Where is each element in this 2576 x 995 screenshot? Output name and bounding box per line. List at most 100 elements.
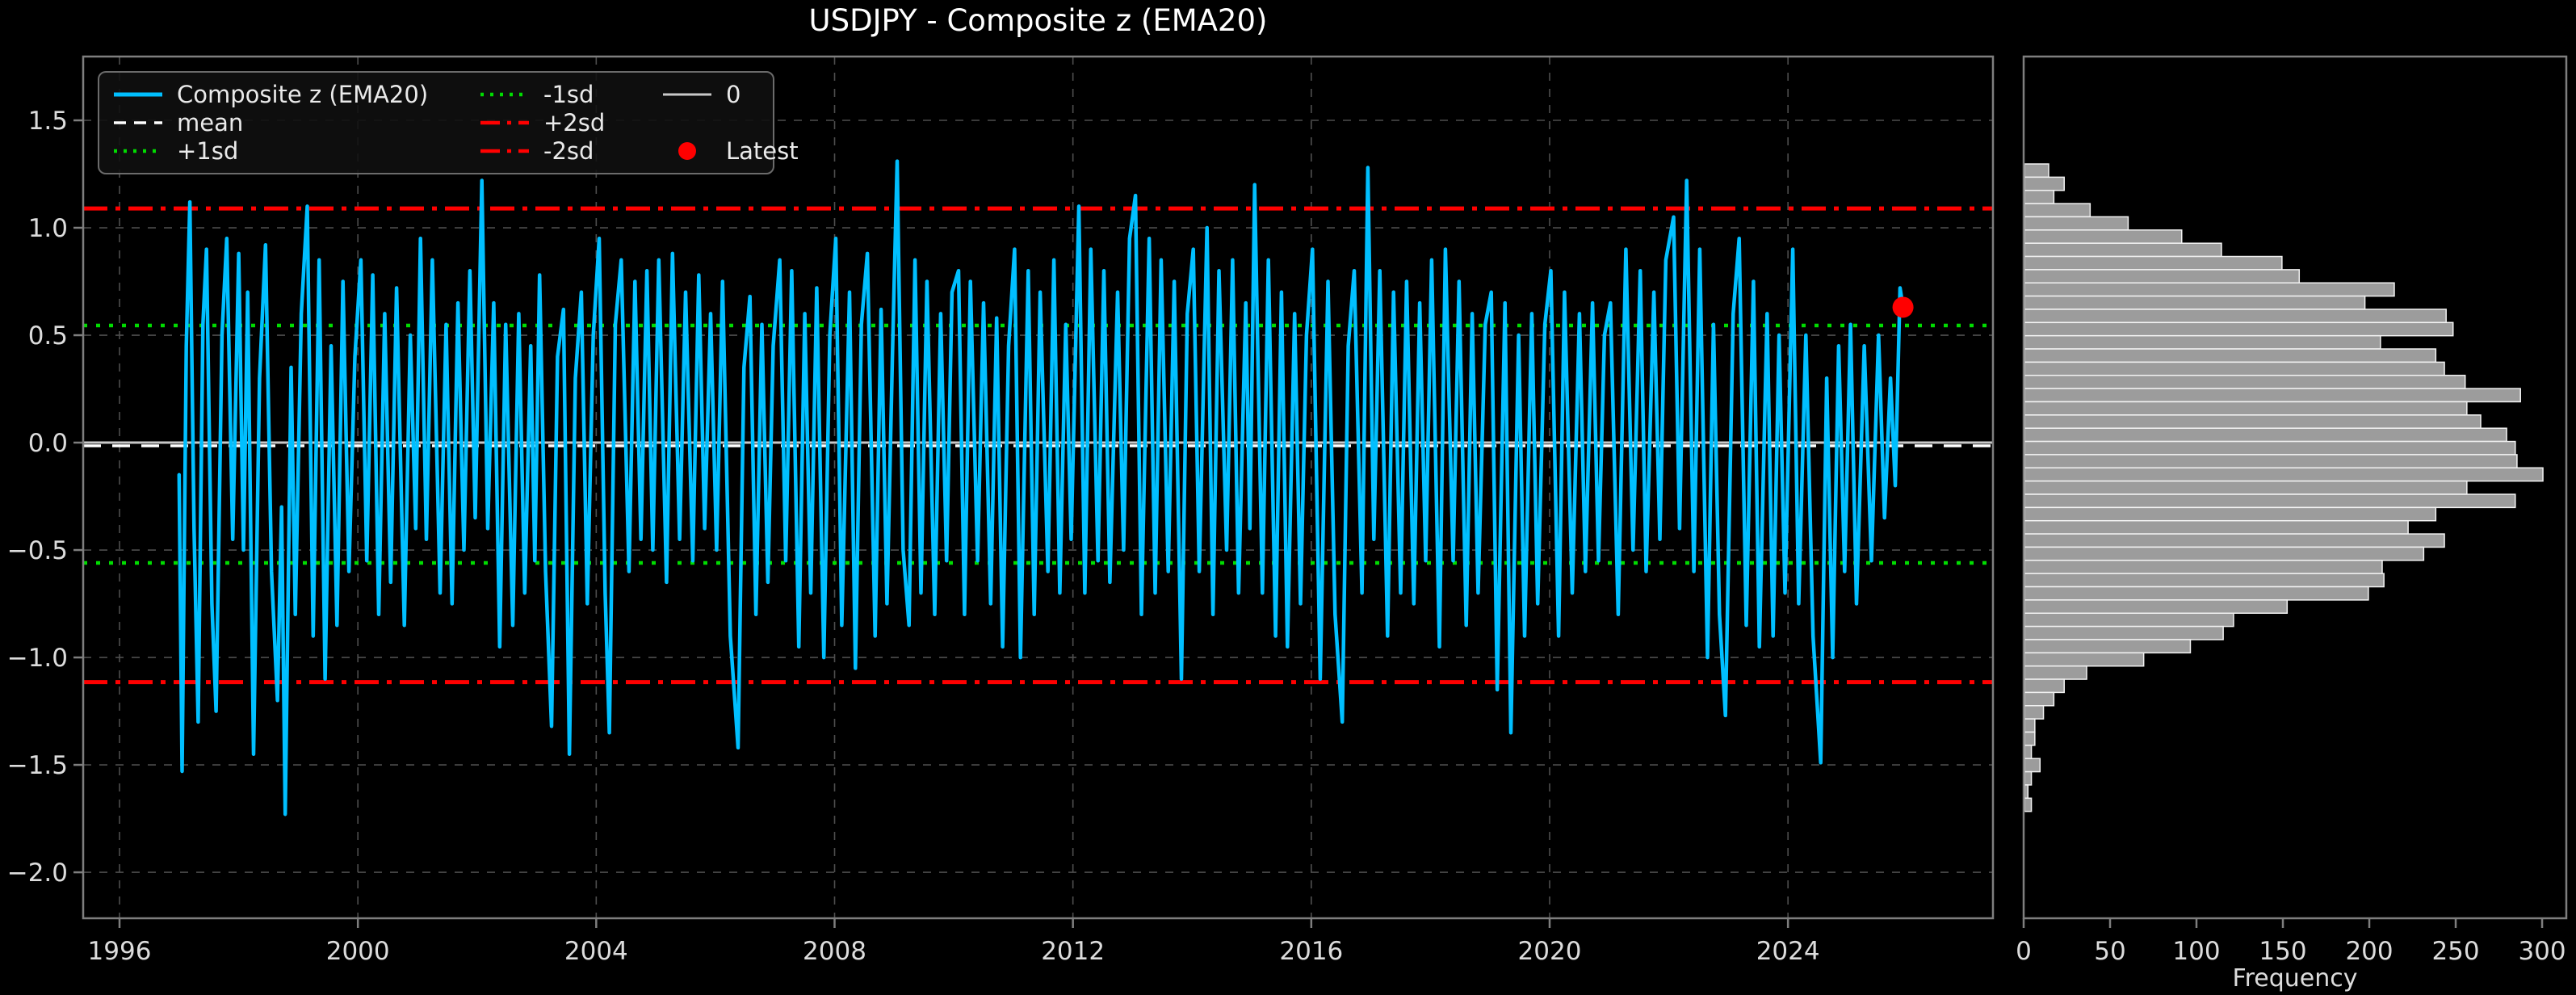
legend-label: 0: [726, 81, 741, 108]
latest-marker: [1892, 296, 1914, 318]
histogram-bar: [2024, 533, 2445, 548]
histogram-bar: [2024, 758, 2041, 773]
hist-x-tick-label: 50: [2094, 937, 2125, 966]
x-tick-label: 2012: [1041, 937, 1105, 966]
histogram-bar: [2024, 586, 2369, 601]
histogram-bar: [2024, 467, 2544, 482]
histogram-bar: [2024, 427, 2507, 443]
histogram-bar: [2024, 189, 2055, 204]
histogram-bar: [2024, 282, 2395, 297]
histogram-bar: [2024, 705, 2045, 720]
x-tick-label: 2004: [564, 937, 628, 966]
histogram-bar: [2024, 599, 2289, 615]
x-tick-label: 2008: [803, 937, 866, 966]
y-tick-label: −1.0: [7, 644, 68, 673]
legend-item: Composite z (EMA20): [112, 81, 476, 108]
hist-xlabel: Frequency: [2232, 964, 2358, 993]
histogram-bar: [2024, 745, 2033, 759]
histogram-bar: [2024, 612, 2234, 628]
axes-spines: [82, 55, 2568, 920]
histogram-bars: [2024, 163, 2544, 812]
legend-line-icon: [661, 84, 713, 105]
hist-x-tick-label: 100: [2172, 937, 2220, 966]
histogram-bar: [2024, 718, 2036, 733]
histogram-bar: [2024, 652, 2145, 667]
histogram-bar: [2024, 639, 2192, 654]
histogram-bar: [2024, 295, 2366, 310]
chart-title: USDJPY - Composite z (EMA20): [808, 3, 1268, 38]
x-tick-label: 2016: [1279, 937, 1343, 966]
legend-item: 0: [661, 81, 799, 108]
histogram-bar: [2024, 625, 2224, 640]
histogram-bar: [2024, 321, 2454, 337]
legend-column: 0 Latest: [661, 81, 799, 165]
y-tick-label: 0.0: [28, 429, 68, 458]
hist-x-tick-label: 150: [2259, 937, 2306, 966]
x-tick-label: 2000: [326, 937, 390, 966]
tick-labels: 1996 2000 2004 2008 2012 2016 2020 20241.51.00.…: [7, 107, 2566, 966]
histogram-bar: [2024, 797, 2033, 812]
legend-label: Composite z (EMA20): [177, 81, 429, 108]
x-tick-label: 2024: [1756, 937, 1820, 966]
tick-marks: [73, 119, 2544, 928]
legend-line-icon: [112, 112, 164, 133]
composite-z-line: [177, 159, 1905, 817]
legend-item: Latest: [661, 137, 799, 165]
y-tick-label: −2.0: [7, 859, 68, 888]
y-tick-label: −1.5: [7, 751, 68, 780]
histogram-bar: [2024, 454, 2518, 469]
histogram-bar: [2024, 678, 2065, 694]
legend-item: -2sd: [479, 137, 658, 165]
histogram-bar: [2024, 309, 2447, 324]
y-tick-label: −0.5: [7, 536, 68, 565]
histogram-bar: [2024, 242, 2222, 258]
legend-item: +1sd: [112, 137, 476, 165]
legend-marker-icon: [661, 141, 713, 162]
legend-label: mean: [177, 109, 244, 136]
hist-x-tick-label: 250: [2431, 937, 2479, 966]
x-tick-label: 2020: [1518, 937, 1582, 966]
y-tick-label: 0.5: [28, 321, 68, 351]
legend-item: -1sd: [479, 81, 658, 108]
histogram-bar: [2024, 770, 2033, 786]
histogram-bar: [2024, 506, 2437, 522]
hist-x-tick-label: 300: [2518, 937, 2566, 966]
histogram-bar: [2024, 334, 2381, 350]
legend-label: +1sd: [177, 137, 239, 165]
histogram-bar: [2024, 691, 2055, 707]
histogram-bar: [2024, 255, 2283, 271]
legend-label: -2sd: [543, 137, 594, 165]
hist-x-tick-label: 200: [2345, 937, 2393, 966]
histogram-bar: [2024, 480, 2468, 495]
legend-column: -1sd +2sd -2sd: [479, 81, 658, 165]
histogram-bar: [2024, 348, 2437, 363]
legend-line-icon: [112, 141, 164, 162]
legend-item: +2sd: [479, 109, 658, 136]
legend-column: Composite z (EMA20) mean +1sd: [112, 81, 476, 165]
y-tick-label: 1.0: [28, 214, 68, 243]
legend-label: +2sd: [543, 109, 606, 136]
hist-axes-border: [2022, 55, 2568, 920]
histogram-bar: [2024, 163, 2049, 178]
hist-x-tick-label: 0: [2016, 937, 2032, 966]
histogram-bar: [2024, 731, 2036, 746]
histogram-bar: [2024, 414, 2482, 429]
histogram-bar: [2024, 401, 2468, 416]
histogram-bar: [2024, 546, 2425, 561]
histogram-bar: [2024, 375, 2466, 389]
histogram-bar: [2024, 361, 2445, 376]
legend-line-icon: [479, 141, 531, 162]
y-tick-label: 1.5: [28, 107, 68, 136]
main-axes-border: [82, 55, 1995, 920]
histogram-bar: [2024, 784, 2029, 800]
x-tick-label: 1996: [88, 937, 152, 966]
legend-label: Latest: [726, 137, 799, 165]
histogram-bar: [2024, 388, 2521, 403]
histogram-bar: [2024, 229, 2183, 244]
legend-label: -1sd: [543, 81, 594, 108]
histogram-bar: [2024, 269, 2301, 284]
histogram-bar: [2024, 203, 2091, 218]
histogram-bar: [2024, 216, 2129, 231]
